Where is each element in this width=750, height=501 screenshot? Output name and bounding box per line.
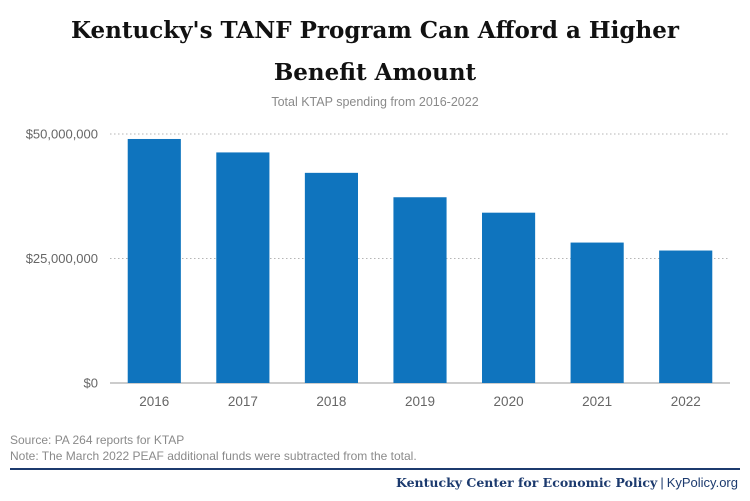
footer-divider	[10, 468, 740, 470]
source-note: Source: PA 264 reports for KTAP	[10, 433, 185, 447]
x-tick-label: 2017	[228, 394, 258, 409]
bar-2022	[659, 250, 713, 383]
y-tick-label: $50,000,000	[26, 127, 98, 142]
footer: Kentucky Center for Economic Policy | KyPo…	[396, 475, 738, 490]
bars	[127, 138, 713, 383]
x-tick-label: 2016	[139, 394, 169, 409]
chart-notes: Source: PA 264 reports for KTAP Note: Th…	[10, 432, 417, 464]
bar-2018	[304, 172, 358, 383]
chart-title-line-1: Kentucky's TANF Program Can Afford a Hig…	[71, 17, 679, 44]
x-tick-label: 2020	[494, 394, 524, 409]
footer-org: Kentucky Center for Economic Policy	[396, 475, 658, 490]
x-tick-label: 2022	[671, 394, 701, 409]
footer-separator: |	[660, 475, 664, 490]
chart-title: Kentucky's TANF Program Can Afford a Hig…	[0, 10, 750, 94]
chart-title-line-2: Benefit Amount	[273, 59, 477, 86]
x-tick-label: 2019	[405, 394, 435, 409]
bar-2019	[393, 197, 447, 383]
bar-2021	[570, 242, 624, 383]
x-axis: 2016 2017 2018 2019 2020 2021 2022	[139, 394, 700, 409]
chart-subtitle: Total KTAP spending from 2016-2022	[271, 95, 479, 109]
x-tick-label: 2021	[582, 394, 612, 409]
footer-site: KyPolicy.org	[666, 475, 738, 490]
y-axis: $0 $25,000,000 $50,000,000	[26, 127, 98, 391]
bar-2020	[482, 212, 536, 383]
footnote: Note: The March 2022 PEAF additional fun…	[10, 449, 417, 463]
y-tick-label: $25,000,000	[26, 251, 98, 266]
y-tick-label: $0	[84, 376, 98, 391]
x-tick-label: 2018	[316, 394, 346, 409]
bar-2016	[127, 138, 181, 383]
bar-2017	[216, 152, 270, 383]
